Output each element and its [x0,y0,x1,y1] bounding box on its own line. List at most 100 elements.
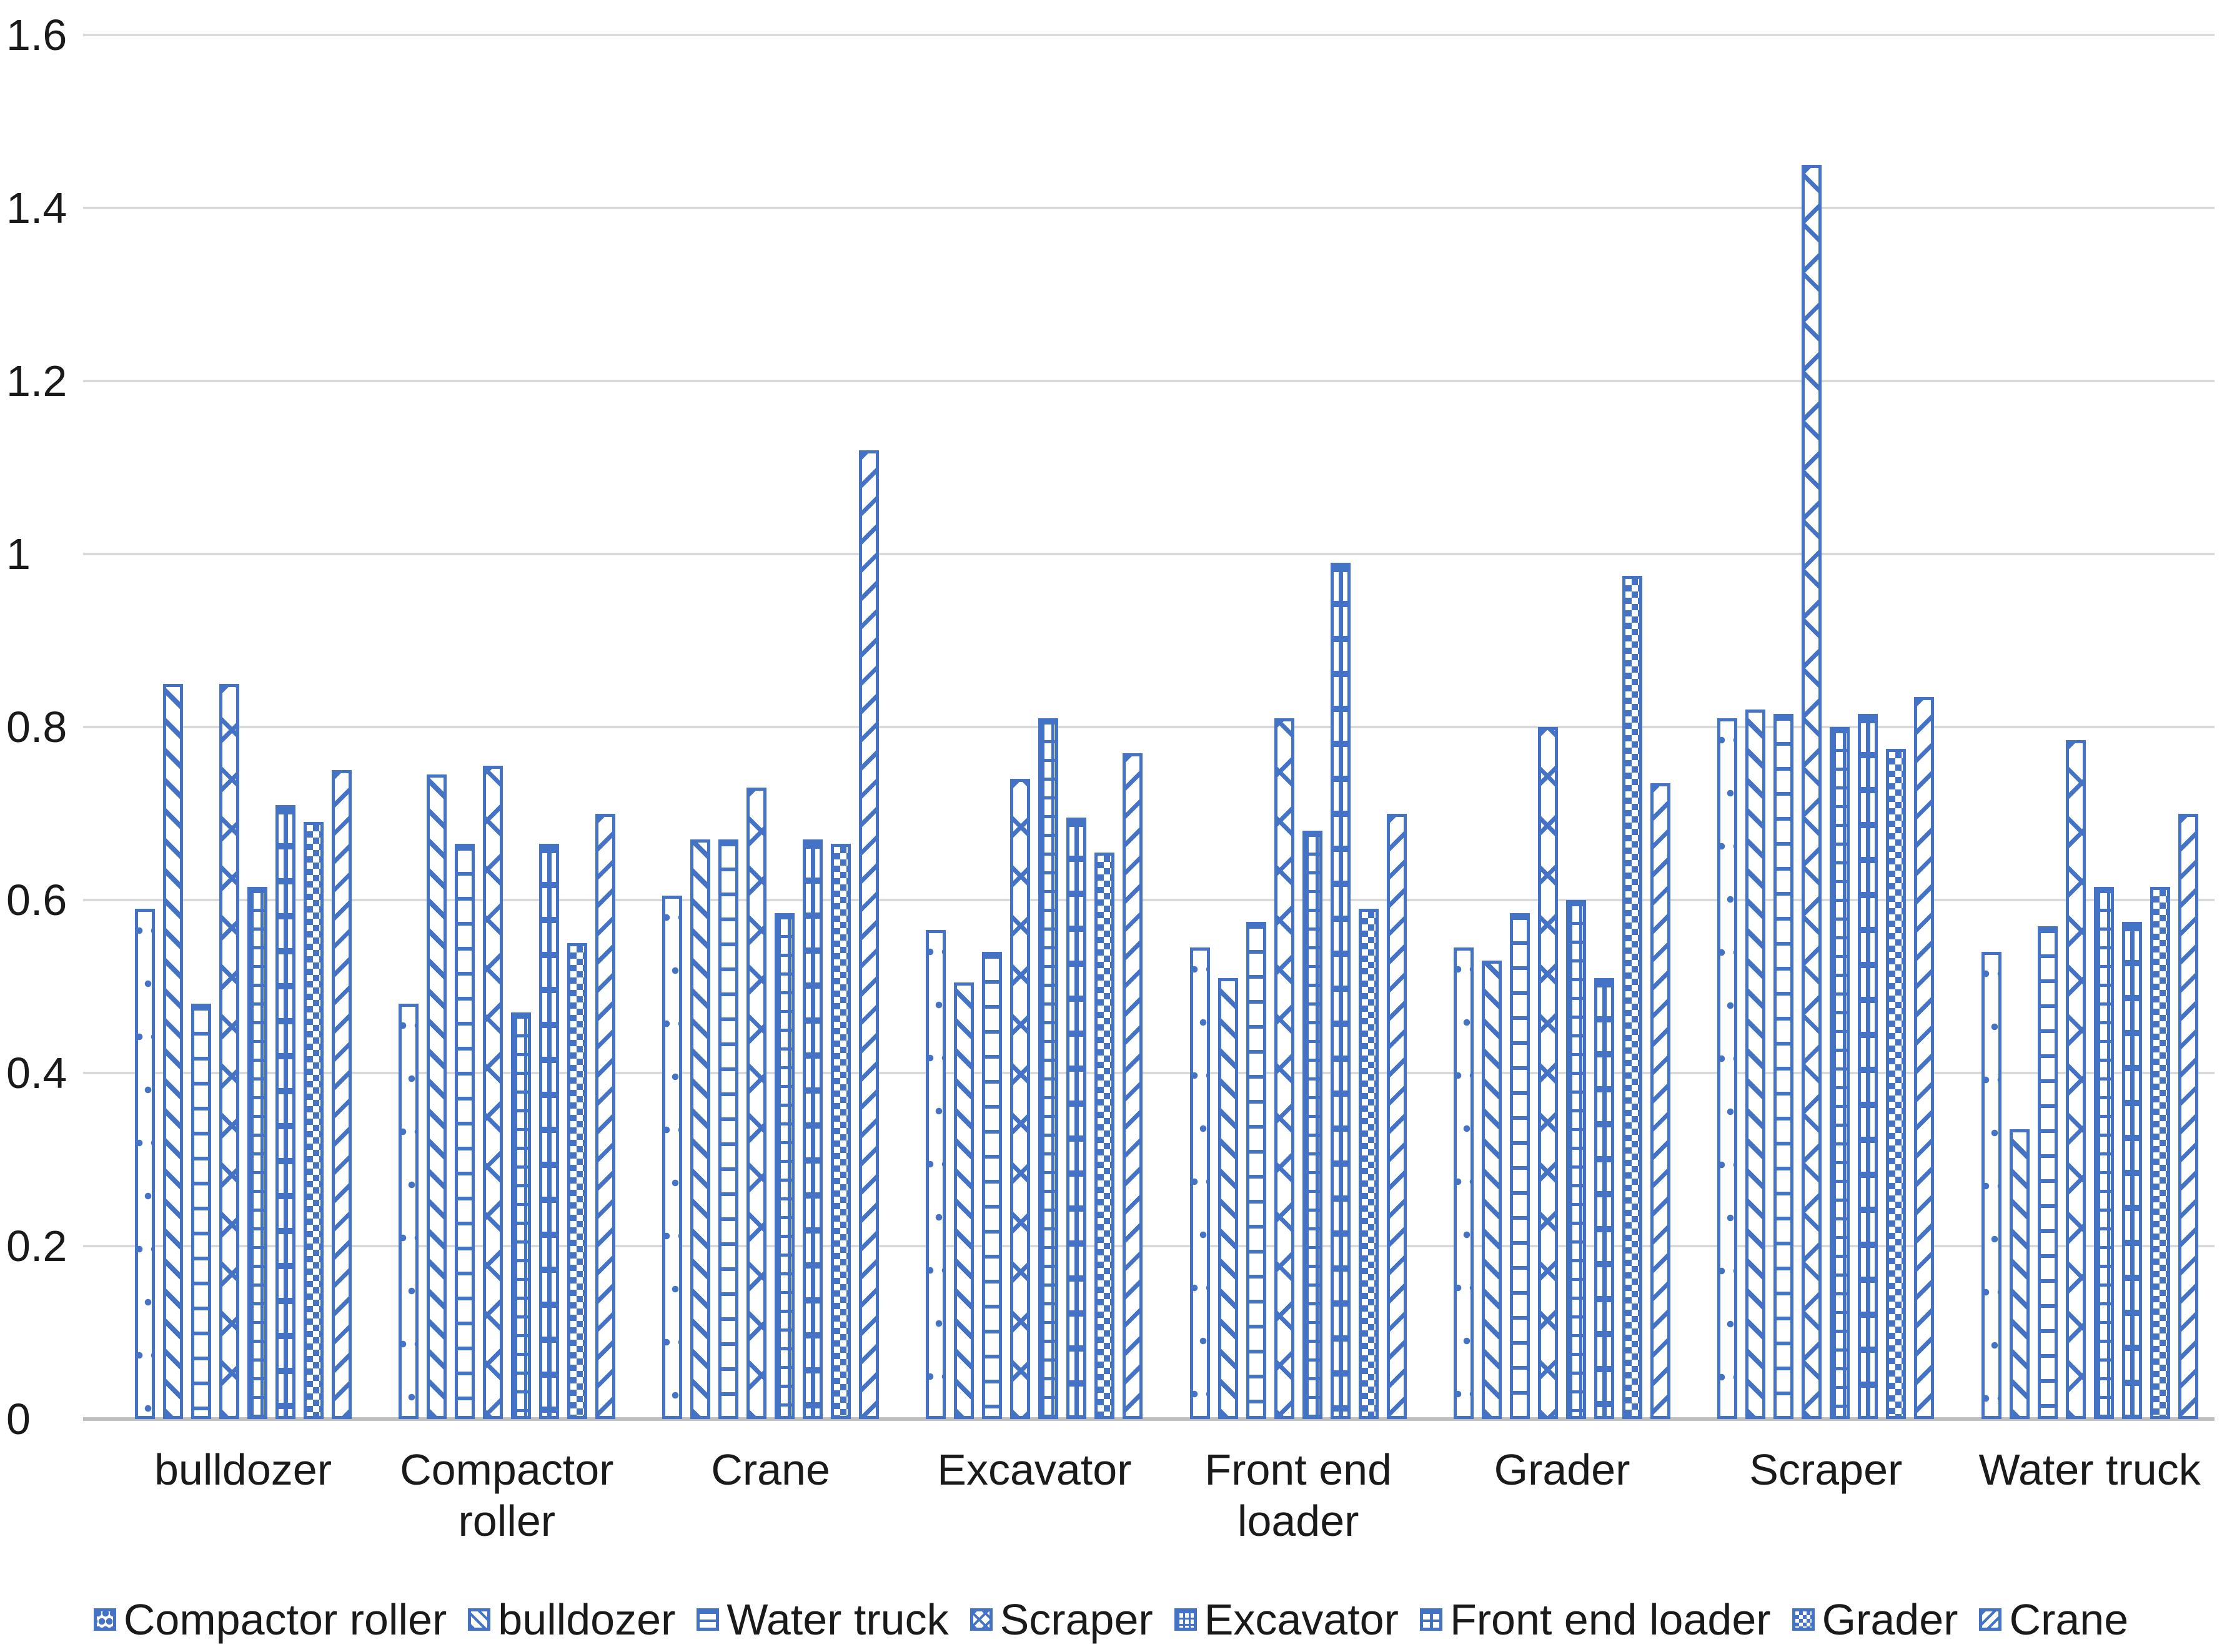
bar-compactor-roller [135,909,155,1419]
gridline [83,207,2215,209]
bar-excavator [2094,887,2114,1419]
category-label: Crane [711,1445,830,1494]
gridline [83,1245,2215,1247]
bar-bulldozer [954,982,974,1419]
gridline [83,34,2215,36]
legend-item: Scraper [970,1595,1153,1645]
y-tick-label: 0.6 [6,876,67,924]
legend-label: Scraper [999,1595,1153,1644]
bar-scraper [2066,740,2086,1419]
y-tick-label: 0.4 [6,1049,67,1097]
gridline [83,1072,2215,1074]
bar-crane [1914,697,1934,1419]
bar-bulldozer [2010,1129,2030,1419]
bar-scraper [1802,165,1822,1419]
bar-bulldozer [690,839,710,1419]
checker-swatch-icon [1792,1608,1815,1631]
bar-grader [304,822,324,1419]
bar-grader [831,844,851,1419]
bar-compactor-roller [399,1004,419,1419]
bar-crane [332,770,352,1419]
bar-crane [1650,783,1670,1419]
bar-water-truck [1510,913,1530,1419]
category-label: Compactor roller [400,1445,614,1545]
y-tick-label: 0.2 [6,1222,67,1270]
category-label: Front end loader [1204,1445,1392,1545]
bar-compactor-roller [1981,952,2001,1419]
bar-grader [1094,853,1114,1419]
category-label: Scraper [1749,1445,1903,1494]
legend-label: bulldozer [498,1595,676,1644]
horizontal-lines-swatch-icon [697,1608,720,1631]
y-tick-label: 1.2 [6,357,67,405]
y-tick-label: 1 [6,530,31,578]
legend: Compactor roller bulldozer Water truck Scra… [0,1591,2222,1648]
bar-excavator [247,887,267,1419]
legend-item: Crane [1979,1595,2128,1645]
dots-swatch-icon [93,1608,116,1631]
bar-compactor-roller [1454,947,1474,1419]
bar-bulldozer [1482,961,1502,1419]
legend-label: Excavator [1204,1595,1399,1644]
legend-item: bulldozer [468,1595,675,1645]
legend-label: Crane [2009,1595,2129,1644]
bar-grader [567,943,587,1419]
gridline [83,553,2215,555]
y-tick-label: 1.6 [6,11,67,59]
legend-label: Grader [1822,1595,1958,1644]
bar-front-end-loader [1594,978,1614,1419]
diagonal-up-swatch-icon [1979,1608,2002,1631]
bar-scraper [746,788,766,1419]
bar-front-end-loader [803,839,823,1419]
bar-bulldozer [163,684,183,1419]
bar-crane [595,814,615,1419]
bar-scraper [483,766,503,1419]
bar-scraper [219,684,239,1419]
legend-item: Excavator [1174,1595,1399,1645]
legend-item: Grader [1792,1595,1958,1645]
bar-excavator [1302,831,1322,1419]
bar-grader [1886,749,1906,1419]
ladder-swatch-icon [1419,1608,1442,1631]
gridline [83,380,2215,382]
bar-water-truck [191,1004,211,1419]
category-label: bulldozer [154,1445,332,1494]
bar-scraper [1538,727,1558,1419]
bar-bulldozer [1218,978,1238,1419]
bar-water-truck [1773,714,1793,1419]
bar-water-truck [1246,922,1266,1419]
bar-water-truck [2038,926,2058,1419]
y-tick-label: 0.8 [6,703,67,751]
bar-scraper [1010,779,1030,1419]
bar-compactor-roller [926,930,946,1419]
bar-grader [1359,909,1379,1419]
bar-excavator [511,1012,531,1419]
bar-water-truck [718,839,738,1419]
legend-label: Compactor roller [123,1595,447,1644]
bar-crane [2178,814,2198,1419]
diagonal-down-swatch-icon [468,1608,491,1631]
y-tick-label: 1.4 [6,184,67,232]
bar-excavator [1566,900,1586,1419]
bar-crane [1123,753,1143,1419]
legend-item: Front end loader [1419,1595,1771,1645]
bar-grader [2150,887,2170,1419]
bar-water-truck [982,952,1002,1419]
bar-compactor-roller [1190,947,1210,1419]
zigzag-swatch-icon [970,1608,993,1631]
bar-bulldozer [427,774,447,1419]
legend-label: Front end loader [1449,1595,1771,1644]
bar-front-end-loader [1066,818,1086,1419]
bar-front-end-loader [275,805,295,1419]
legend-item: Water truck [697,1595,949,1645]
bar-bulldozer [1745,710,1765,1419]
legend-label: Water truck [727,1595,949,1644]
bar-front-end-loader [2122,922,2142,1419]
bar-grader [1622,576,1642,1419]
bar-scraper [1274,718,1294,1419]
bar-compactor-roller [1717,718,1737,1419]
gridline [83,726,2215,728]
bar-front-end-loader [539,844,559,1419]
